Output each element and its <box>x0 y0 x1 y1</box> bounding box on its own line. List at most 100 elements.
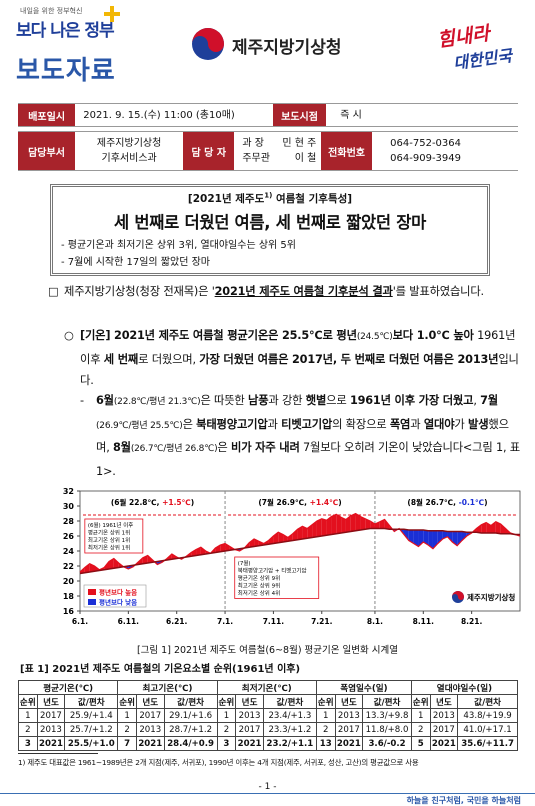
text-run: 과 <box>410 417 424 431</box>
table-cell: 7 <box>117 736 137 751</box>
table-cell: 2017 <box>429 722 459 737</box>
table-cell: 41.0/+17.1 <box>457 722 518 737</box>
table-group-header: 열대야일수(일) <box>410 680 519 695</box>
anomaly-fill <box>481 522 487 533</box>
month-label-text: (6월 22.8℃, <box>111 497 162 507</box>
text-run: 2021년 제주도 여름철 기후분석 결과 <box>214 285 393 298</box>
table-subheader: 년도 <box>235 694 264 709</box>
text-run: 남풍 <box>248 394 269 407</box>
table-cell: 2021 <box>334 736 364 751</box>
table-cell: 23.3/+1.2 <box>262 722 317 737</box>
anomaly-fill <box>408 530 414 544</box>
phone-label: 전화번호 <box>321 132 373 170</box>
anomaly-fill <box>403 529 409 541</box>
table-cell: 3.6/-0.2 <box>362 736 412 751</box>
contact-person: 이 철 <box>294 153 317 164</box>
anomaly-fill <box>437 530 443 544</box>
month-label-text: (7월 26.9℃, <box>258 497 309 507</box>
anomaly-fill <box>316 518 322 537</box>
table-group-header: 폭염일수(일) <box>315 680 412 695</box>
text-run: 과 강한 <box>268 394 306 407</box>
table-subheader: 값/편차 <box>163 694 218 709</box>
text-run: 1961년 이후 <box>80 329 516 366</box>
table-subheader-row: 순위 년도 값/편차 순위 년도 값/편차 순위 년도 값/편차 순위 년도 값/편차 순위 년도 값/편차 <box>18 694 518 709</box>
series-line <box>79 527 520 575</box>
text-run: 은 <box>217 441 232 454</box>
table-row: 1 2017 25.9/+1.4 1 2017 29.1/+1.6 1 2013 23.4/+1… <box>18 708 518 723</box>
phone: 064-752-0364 <box>390 138 461 149</box>
headline-bullet: - 7월에 시작한 17일의 짧았던 장마 <box>61 257 210 268</box>
table-group-header: 최고기온(℃) <box>117 680 218 695</box>
y-tick-label: 18 <box>63 592 75 601</box>
table-cell: 2013 <box>429 708 459 723</box>
table-cell: 25.9/+1.4 <box>64 708 119 723</box>
text-run: 6월 <box>96 394 114 407</box>
logo-plus <box>104 6 120 22</box>
table-cell: 2017 <box>235 722 264 737</box>
month-label: (7월 26.9℃, +1.4℃) <box>258 497 341 507</box>
table-cell: 28.7/+1.2 <box>163 722 218 737</box>
anomaly-fill <box>215 545 221 553</box>
table-cell: 28.4/+0.9 <box>163 736 218 751</box>
rank-table: 평균기온(℃) 최고기온(℃) 최저기온(℃) 폭염일수(일) 열대야일수(일) 순위 년도… <box>17 680 519 751</box>
table-cell: 43.8/+19.9 <box>457 708 518 723</box>
x-tick-label: 6.1. <box>72 617 88 626</box>
table-cell: 25.5/+1.0 <box>64 736 119 751</box>
table-cell: 2021 <box>235 736 264 751</box>
table-cell: 2017 <box>334 722 364 737</box>
text-run: (22.8℃/평년 21.3℃) <box>113 397 201 407</box>
timing-value: 즉 시 <box>340 109 362 121</box>
text-run: 의 확장으로 <box>332 417 390 431</box>
anomaly-fill <box>495 521 501 534</box>
table-cell: 2017 <box>36 708 66 723</box>
anomaly-fill <box>321 518 327 536</box>
text-run: 1961년 이후 가장 더웠고 <box>349 394 474 407</box>
note-text: 최저기온 상위 4위 <box>238 589 280 597</box>
y-tick-label: 22 <box>63 562 74 571</box>
anomaly-fill <box>225 543 230 551</box>
info-row: 배포일시 2021. 9. 15.(수) 11:00 (총10매) 보도시점 즉… <box>18 103 518 127</box>
note-text: 북태평양고기압 + 티벳고기압 <box>238 567 307 575</box>
text-run: 했으며, <box>96 417 509 455</box>
note-box <box>84 518 144 554</box>
y-tick-label: 16 <box>63 607 75 616</box>
anomaly-fill <box>457 531 462 546</box>
timing-label: 보도시점 <box>272 104 327 126</box>
note-text: 평균기온 상위 1위 <box>88 529 130 537</box>
x-tick-label: 7.11. <box>263 617 285 626</box>
anomaly-fill <box>447 531 453 542</box>
footnote-rule <box>18 753 98 754</box>
paragraph-marker: ○ <box>64 329 74 342</box>
legend-swatch <box>88 589 96 595</box>
contact-value: 과 장 민 현 주 주무관 이 철 <box>234 132 321 170</box>
month-label-delta: +1.4℃ <box>310 498 339 507</box>
text-run: 로 더웠으며, <box>138 352 200 366</box>
table-cell: 1 <box>117 708 137 723</box>
x-tick-label: 8.1. <box>367 617 383 626</box>
text-run: 폭염 <box>389 417 411 431</box>
table-subheader: 순위 <box>315 694 336 709</box>
table-subheader: 순위 <box>117 694 137 709</box>
y-tick-label: 28 <box>63 517 75 526</box>
table-subheader: 순위 <box>18 694 38 709</box>
government-logo: 보다 나은 정부 <box>16 21 115 41</box>
anomaly-fill <box>345 515 351 533</box>
anomaly-fill <box>249 539 255 548</box>
x-tick-label: 6.21. <box>166 617 188 626</box>
headline-title: 세 번째로 더웠던 여름, 세 번째로 짧았던 장마 <box>114 213 426 232</box>
anomaly-fill <box>113 558 119 569</box>
paragraph-marker: - <box>80 394 84 407</box>
table-cell: 2013 <box>36 722 66 737</box>
text-run: [기온] 2021년 제주도 여름철 평균기온은 25.5℃로 평년 <box>80 329 357 342</box>
table-cell: 1 <box>315 708 336 723</box>
phone: 064-909-3949 <box>390 153 461 164</box>
dept-label: 담당부서 <box>18 132 76 170</box>
anomaly-fill <box>292 529 298 541</box>
table-subheader: 순위 <box>410 694 431 709</box>
month-label-delta: -0.1℃ <box>459 498 484 507</box>
text-run: 비가 자주 내려 <box>231 441 300 454</box>
table-cell: 25.7/+1.2 <box>64 722 119 737</box>
anomaly-fill <box>326 516 332 536</box>
anomaly-fill <box>278 532 284 543</box>
month-label: (6월 22.8℃, +1.5℃) <box>111 497 194 507</box>
